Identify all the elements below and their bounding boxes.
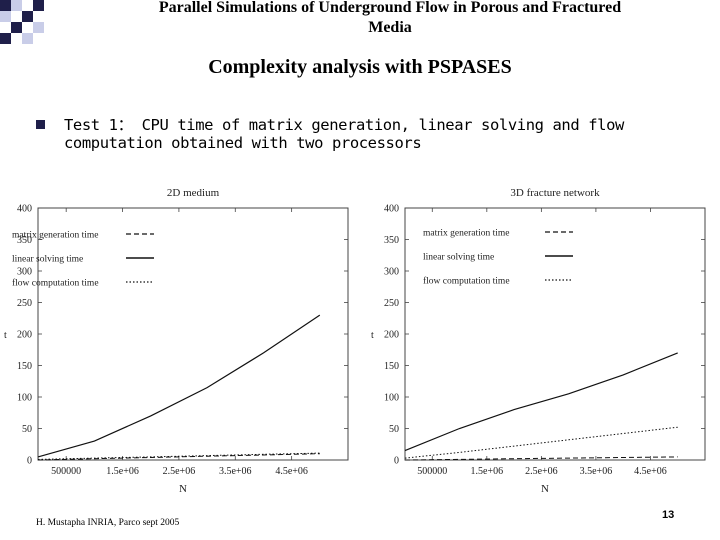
x-tick-label: 3.5e+06: [580, 466, 613, 477]
plot-frame: [37, 207, 349, 461]
legend-label: linear solving time: [423, 253, 494, 263]
y-tick-label: 200: [384, 330, 399, 341]
y-tick-label: 100: [17, 393, 32, 404]
page-number: 13: [662, 509, 675, 521]
bullet-text: Test 1： CPU time of matrix generation, l…: [64, 116, 694, 152]
series-line: [404, 456, 678, 461]
y-tick-label: 300: [384, 267, 399, 278]
x-tick-label: 500000: [417, 466, 447, 477]
chart-title: 3D fracture network: [510, 187, 600, 199]
x-tick-label: 3.5e+06: [219, 466, 252, 477]
y-tick-label: 100: [384, 393, 399, 404]
legend-label: flow computation time: [12, 278, 99, 289]
chart-title: 2D medium: [167, 187, 220, 199]
legend-label: linear solving time: [12, 255, 83, 265]
legend-label: flow computation time: [423, 276, 510, 287]
x-tick-label: 4.5e+06: [275, 466, 308, 477]
y-tick-label: 250: [384, 298, 399, 309]
x-axis-label: N: [179, 483, 187, 495]
y-tick-label: 50: [22, 424, 32, 435]
y-tick-label: 150: [384, 361, 399, 372]
y-axis-label: t: [371, 330, 374, 341]
chart-3d-fracture-network: 3D fracture network 0 50 100 150 200 250 300 350…: [371, 187, 706, 495]
y-tick-label: 0: [27, 456, 32, 467]
series-line: [37, 314, 321, 458]
series-line: [37, 452, 320, 460]
y-tick-label: 350: [17, 235, 32, 246]
bullet-text-line2: computation obtained with two processors: [64, 134, 422, 152]
header-title-line2: Media: [368, 19, 412, 36]
plot-frame: [404, 207, 706, 461]
header-title: Parallel Simulations of Underground Flow…: [70, 0, 710, 38]
slide-title: Complexity analysis with PSPASES: [208, 56, 512, 78]
y-tick-label: 400: [384, 204, 399, 215]
corner-decoration: [0, 0, 62, 44]
y-tick-label: 200: [17, 330, 32, 341]
series-line: [404, 352, 678, 452]
chart-2d-medium: 2D medium 0 50 100 150 200 250 300 350 400 500000 1…: [4, 187, 349, 495]
y-tick-label: 400: [17, 204, 32, 215]
legend-label: matrix generation time: [423, 229, 510, 239]
x-tick-label: 2.5e+06: [525, 466, 558, 477]
series-line: [404, 426, 678, 459]
y-axis-label: t: [4, 330, 7, 341]
x-axis-label: N: [541, 483, 549, 495]
legend-label: matrix generation time: [12, 231, 99, 241]
y-tick-label: 350: [384, 235, 399, 246]
header-title-line1: Parallel Simulations of Underground Flow…: [158, 0, 622, 16]
y-tick-label: 0: [394, 456, 399, 467]
x-tick-label: 4.5e+06: [634, 466, 667, 477]
footer-text: H. Mustapha INRIA, Parco sept 2005: [36, 518, 180, 528]
x-tick-label: 1.5e+06: [106, 466, 139, 477]
y-tick-label: 250: [17, 298, 32, 309]
x-tick-label: 500000: [51, 466, 81, 477]
series-line: [37, 453, 320, 461]
x-tick-label: 2.5e+06: [163, 466, 196, 477]
bullet-lead: Test 1: [64, 116, 118, 134]
bullet-square-icon: [36, 120, 45, 129]
x-tick-label: 1.5e+06: [471, 466, 504, 477]
y-tick-label: 150: [17, 361, 32, 372]
y-tick-label: 50: [389, 424, 399, 435]
y-tick-label: 300: [17, 267, 32, 278]
bullet-text-line1: ： CPU time of matrix generation, linear …: [117, 116, 625, 134]
